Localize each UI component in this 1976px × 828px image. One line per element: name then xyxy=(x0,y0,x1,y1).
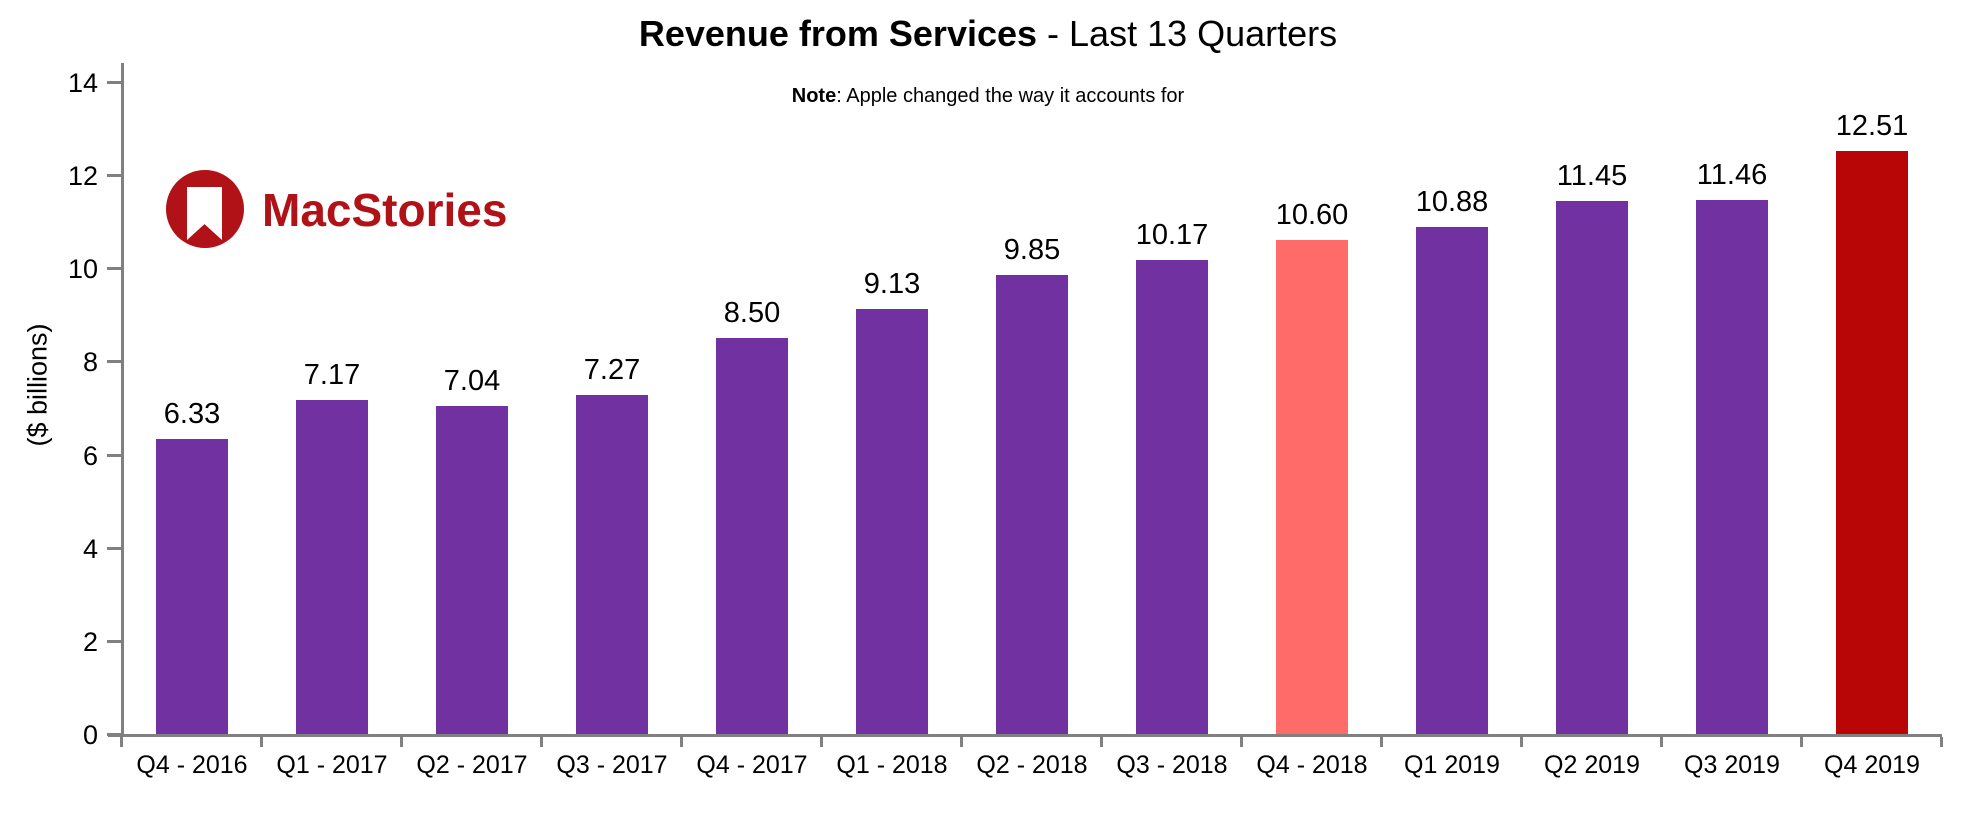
x-axis-line xyxy=(108,734,1942,737)
bar xyxy=(1836,151,1908,734)
bar xyxy=(1416,227,1488,734)
y-axis-tick xyxy=(107,546,124,550)
x-axis-tick xyxy=(260,737,263,747)
bar xyxy=(436,406,508,734)
x-category-label: Q1 - 2018 xyxy=(836,751,948,779)
logo-text: MacStories xyxy=(262,184,508,236)
x-axis-tick xyxy=(400,737,403,747)
y-tick-label: 14 xyxy=(67,68,98,98)
chart-note: Note: Apple changed the way it accounts … xyxy=(0,84,1976,108)
bar-value-label: 9.13 xyxy=(863,268,921,300)
x-category-label: Q2 - 2017 xyxy=(416,751,528,779)
x-category-label: Q3 - 2018 xyxy=(1116,751,1228,779)
x-axis-tick xyxy=(1240,737,1243,747)
y-axis-tick xyxy=(107,639,124,643)
x-axis-tick xyxy=(1380,737,1383,747)
x-category-label: Q4 2019 xyxy=(1824,751,1920,779)
bar xyxy=(296,400,368,734)
y-tick-label: 10 xyxy=(67,254,98,285)
bar-value-label: 10.17 xyxy=(1135,219,1209,251)
x-category-label: Q3 2019 xyxy=(1684,751,1780,779)
y-tick-label: 2 xyxy=(82,626,98,657)
bar-value-label: 12.51 xyxy=(1835,110,1909,142)
x-axis-tick xyxy=(1940,737,1943,747)
x-axis-tick xyxy=(1800,737,1803,747)
y-axis-tick xyxy=(107,174,124,178)
chart-note-regular: : Apple changed the way it accounts for xyxy=(836,85,1185,107)
y-tick-label: 8 xyxy=(82,347,98,378)
bar xyxy=(856,309,928,734)
x-axis-tick xyxy=(120,737,123,747)
bar-value-label: 10.60 xyxy=(1275,199,1349,231)
x-axis-tick xyxy=(1520,737,1523,747)
chart-title-bold: Revenue from Services xyxy=(638,13,1038,54)
y-axis-line xyxy=(121,63,124,737)
x-axis-tick xyxy=(960,737,963,747)
y-axis-tick xyxy=(107,267,124,271)
y-axis-tick xyxy=(107,81,124,84)
bar-value-label: 8.50 xyxy=(723,297,781,329)
bar-value-label: 7.17 xyxy=(303,359,361,391)
x-category-label: Q2 2019 xyxy=(1544,751,1640,779)
x-category-label: Q2 - 2018 xyxy=(976,751,1088,779)
bar-value-label: 10.88 xyxy=(1415,186,1489,218)
bar xyxy=(1136,260,1208,734)
y-tick-label: 0 xyxy=(82,720,98,750)
x-axis-tick xyxy=(1100,737,1103,747)
x-axis-tick xyxy=(1660,737,1663,747)
x-axis-tick xyxy=(820,737,823,747)
chart-title: Revenue from Services - Last 13 Quarters xyxy=(0,12,1976,56)
bar xyxy=(156,439,228,734)
bar xyxy=(1696,200,1768,734)
bar-value-label: 9.85 xyxy=(1003,234,1061,266)
chart-note-bold: Note xyxy=(791,85,837,107)
x-category-label: Q1 - 2017 xyxy=(276,751,388,779)
bar xyxy=(996,275,1068,734)
bar-value-label: 11.46 xyxy=(1696,159,1768,191)
x-category-label: Q4 - 2016 xyxy=(136,751,248,779)
x-axis-tick xyxy=(540,737,543,747)
bar xyxy=(1556,201,1628,734)
x-category-label: Q4 - 2017 xyxy=(696,751,808,779)
y-tick-label: 6 xyxy=(82,440,98,471)
x-category-label: Q4 - 2018 xyxy=(1256,751,1368,779)
bar-value-label: 11.45 xyxy=(1556,160,1628,192)
y-axis-tick xyxy=(107,453,124,457)
x-axis-tick xyxy=(680,737,683,747)
logo-circle xyxy=(166,170,244,248)
bookmark-icon xyxy=(187,187,222,240)
x-category-label: Q1 2019 xyxy=(1404,751,1500,779)
bar xyxy=(576,395,648,734)
y-tick-label: 12 xyxy=(67,161,98,192)
bar xyxy=(716,338,788,734)
chart-title-regular: - Last 13 Quarters xyxy=(1037,13,1338,54)
bar-value-label: 7.04 xyxy=(443,365,501,397)
bar-value-label: 7.27 xyxy=(583,354,641,386)
bar xyxy=(1276,240,1348,734)
y-axis-title: ($ billions) xyxy=(22,323,53,447)
x-category-label: Q3 - 2017 xyxy=(556,751,668,779)
y-tick-label: 4 xyxy=(82,533,98,564)
y-axis-tick xyxy=(107,360,124,364)
bar-value-label: 6.33 xyxy=(163,398,221,430)
y-axis-tick xyxy=(107,733,124,736)
